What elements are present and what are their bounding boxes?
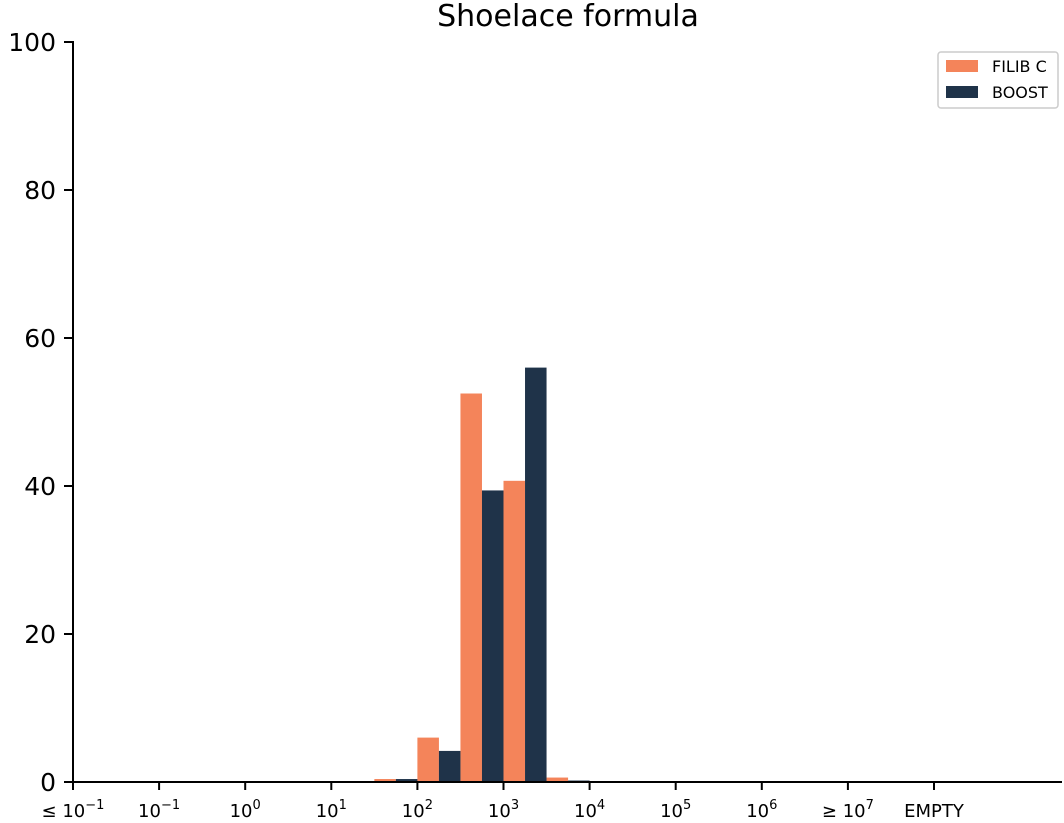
legend-swatch <box>946 60 978 72</box>
x-tick-label: ≤ 10−1 <box>42 798 105 822</box>
legend: FILIB C BOOST <box>937 51 1059 109</box>
x-tick-label: 106 <box>746 798 777 822</box>
y-tick-label: 60 <box>24 324 56 353</box>
y-tick-label: 0 <box>40 768 56 797</box>
x-tick-label: 102 <box>402 798 433 822</box>
bar <box>546 777 569 782</box>
x-tick-label: 10−1 <box>138 798 180 822</box>
x-tick-label: 101 <box>316 798 347 822</box>
bar <box>438 750 461 782</box>
y-tick-label: 100 <box>8 28 56 57</box>
x-tick-label: 105 <box>660 798 691 822</box>
bar <box>374 779 396 782</box>
x-tick-label: EMPTY <box>904 801 965 822</box>
y-tick-label: 40 <box>24 472 56 501</box>
series-boost <box>395 367 590 782</box>
bars-layer <box>374 367 590 782</box>
series-filib-c <box>374 393 569 782</box>
x-axis: ≤ 10−1 10−1 100 101 102 103 104 105 106 ≥ 107 EMPT… <box>42 781 1062 822</box>
bar <box>395 779 418 782</box>
x-tick-label: 103 <box>488 798 519 822</box>
x-tick-label: ≥ 107 <box>822 798 874 822</box>
bar <box>481 490 504 782</box>
bar <box>460 393 482 782</box>
legend-swatch <box>946 86 978 98</box>
legend-label: FILIB C <box>992 57 1047 76</box>
y-tick-label: 20 <box>24 620 56 649</box>
bar <box>525 367 547 782</box>
bar <box>503 480 526 782</box>
x-tick-label: 104 <box>574 798 605 822</box>
y-axis: 0 20 40 60 80 100 <box>8 28 74 797</box>
y-tick-label: 80 <box>24 176 56 205</box>
x-tick-label: 100 <box>230 798 261 822</box>
chart-title: Shoelace formula <box>437 0 699 34</box>
legend-label: BOOST <box>992 83 1048 102</box>
bar <box>417 737 439 782</box>
